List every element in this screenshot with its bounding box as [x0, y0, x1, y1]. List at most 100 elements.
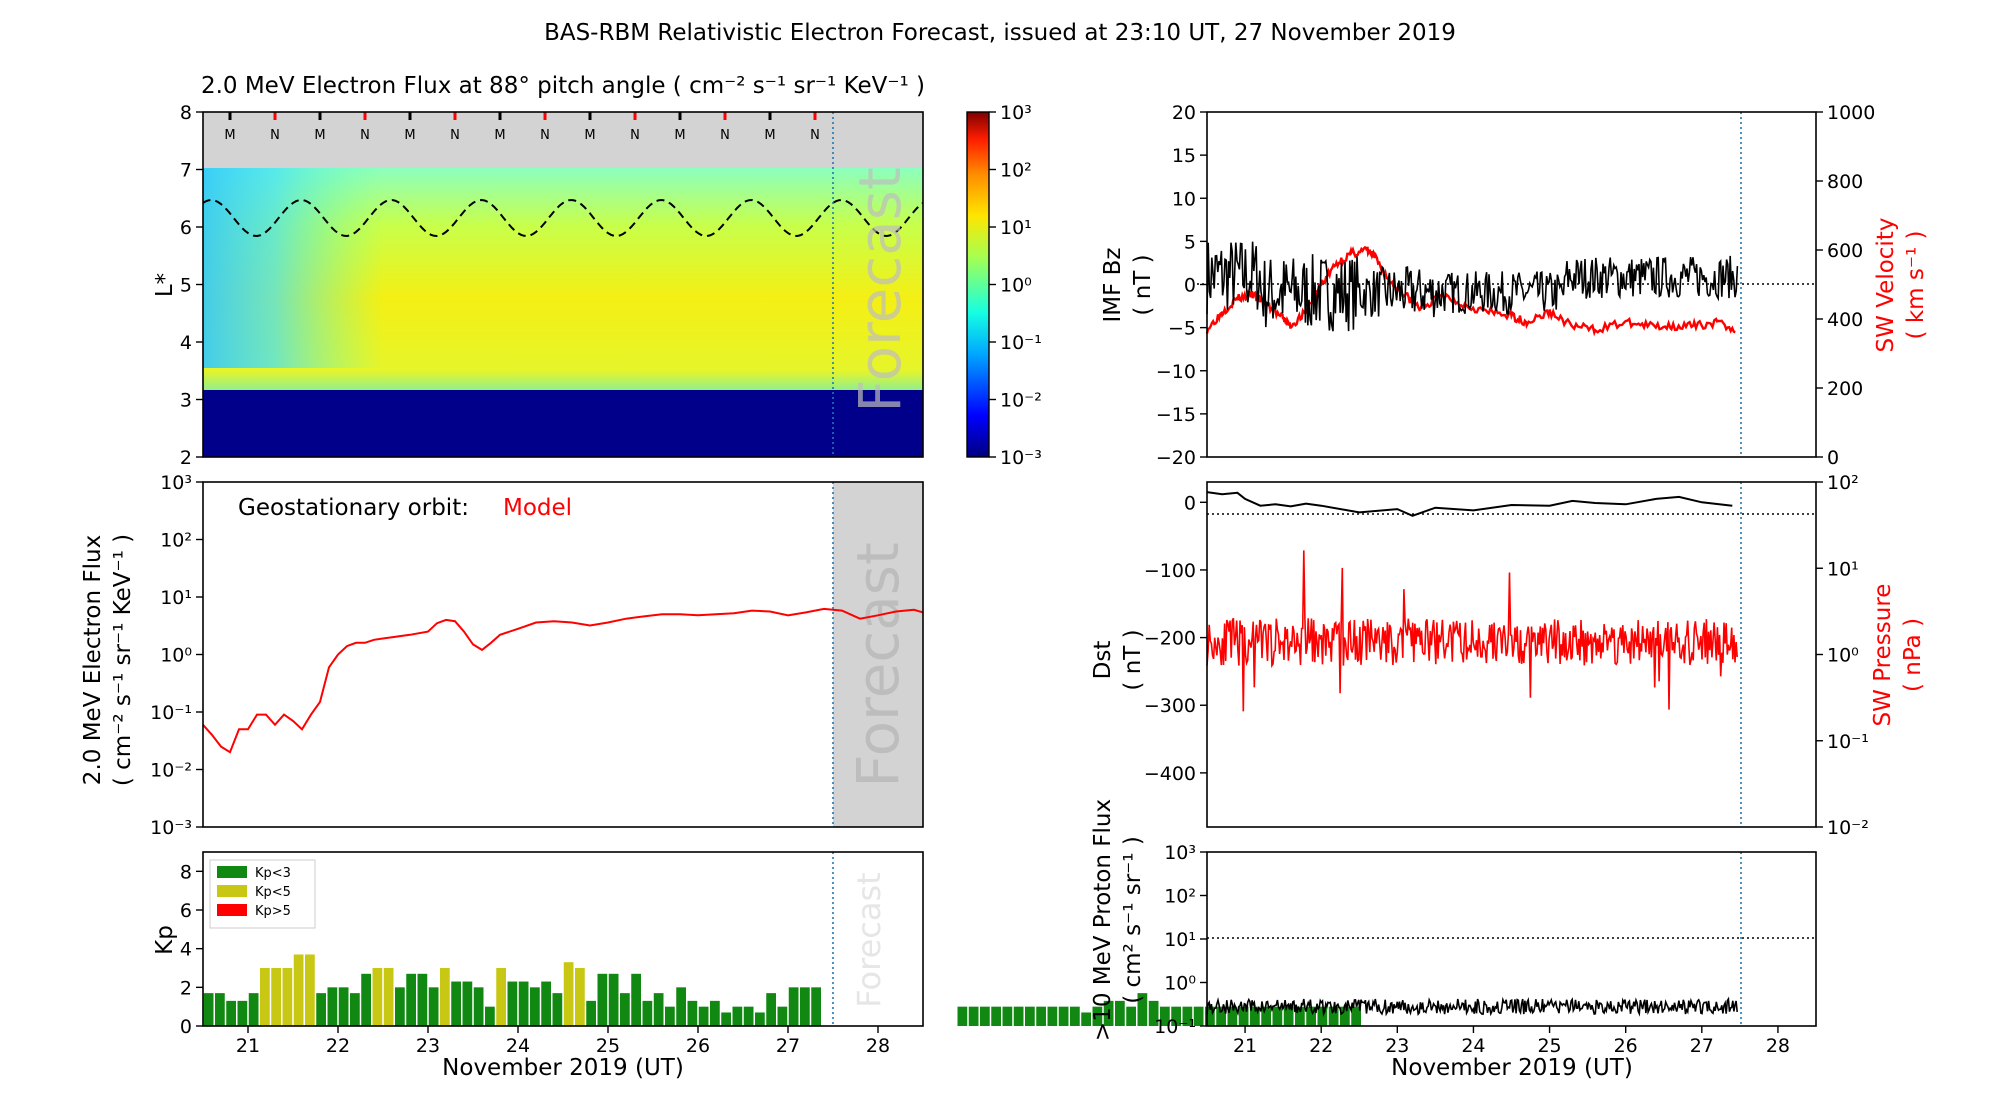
colorbar-tick-label: 10⁰: [1000, 275, 1032, 297]
kp-x-tick-label: 21: [236, 1035, 260, 1057]
kp-bar: [215, 993, 225, 1026]
kp-bar: [597, 973, 608, 1026]
kp-bar: [1137, 993, 1148, 1026]
kp-bar: [1283, 1006, 1294, 1026]
mn-marker-label: M: [404, 128, 415, 143]
dst-right-y-tick-label: 10²: [1827, 472, 1859, 494]
dst-right-y-tick-label: 10¹: [1827, 558, 1859, 580]
proton-yaxis: 10³ 10² 10¹ 10⁰ 10⁻¹: [1154, 842, 1207, 1038]
kp-bar: [327, 987, 338, 1026]
kp-bar: [203, 993, 214, 1026]
colorbar-ticks: 10³ 10² 10¹ 10⁰ 10⁻¹ 10⁻² 10⁻³: [989, 102, 1042, 469]
kp-bar: [372, 968, 383, 1026]
mn-marker-label: M: [224, 128, 235, 143]
proton-flux-line: [1206, 996, 1738, 1018]
geo-model-flux-line: [202, 607, 924, 754]
kp-bar: [1070, 1006, 1080, 1026]
kp-bar: [1351, 1006, 1361, 1026]
imf-right-y-tick-label: 200: [1827, 378, 1863, 400]
kp-bar: [1092, 1006, 1103, 1026]
kp-bar: [586, 1000, 596, 1026]
kp-bar: [1103, 1000, 1114, 1026]
kp-bar: [305, 954, 315, 1026]
kp-bar: [777, 1006, 788, 1026]
dst-right-ylabel-line2: ( nPa ): [1900, 618, 1926, 692]
kp-bar: [462, 981, 473, 1026]
geo-y-tick-label: 10¹: [160, 587, 192, 609]
kp-bar: [676, 987, 686, 1026]
kp-bar: [1250, 1006, 1260, 1026]
kp-bar: [1295, 1006, 1305, 1026]
kp-bar: [1013, 1006, 1024, 1026]
kp-x-tick-label: 22: [326, 1035, 350, 1057]
kp-legend-low: Kp<3: [255, 866, 291, 881]
proton-x-tick-label: 26: [1614, 1035, 1638, 1057]
kp-yaxis: 8 6 4 2 0: [180, 861, 203, 1038]
imf-right-y-tick-label: 0: [1827, 447, 1839, 469]
kp-bar: [608, 973, 619, 1026]
kp-bar: [530, 987, 540, 1026]
mn-marker-label: N: [810, 128, 820, 143]
geo-y-tick-label: 10³: [160, 472, 192, 494]
lstar-y-tick-label: 2: [180, 447, 192, 469]
kp-y-tick-label: 4: [180, 939, 192, 961]
lstar-mn-strip: [203, 112, 923, 168]
kp-bar: [1227, 1006, 1238, 1026]
kp-bar: [687, 1000, 698, 1026]
geo-y-tick-label: 10⁻²: [150, 760, 192, 782]
imf-ylabel-line2: ( nT ): [1130, 254, 1156, 315]
colorbar-tick-label: 10⁻³: [1000, 447, 1042, 469]
colorbar-tick-label: 10¹: [1000, 217, 1032, 239]
kp-bar: [350, 993, 360, 1026]
colorbar-tick-label: 10⁻¹: [1000, 332, 1042, 354]
kp-ylabel: Kp: [152, 925, 178, 955]
imf-right-yaxis: 1000 800 600 400 200 0: [1816, 102, 1875, 469]
geo-y-tick-label: 10²: [160, 530, 192, 552]
geo-yaxis: 10³ 10² 10¹ 10⁰ 10⁻¹ 10⁻² 10⁻³: [150, 472, 203, 839]
imf-y-tick-label: 0: [1184, 275, 1196, 297]
kp-axes: [202, 851, 924, 1027]
imf-y-tick-label: 15: [1172, 145, 1196, 167]
kp-bar: [710, 1000, 720, 1026]
kp-bar: [1081, 1012, 1091, 1026]
kp-legend-mid: Kp<5: [255, 885, 291, 900]
kp-bar: [575, 968, 585, 1026]
kp-bar: [1340, 1006, 1350, 1026]
imf-right-y-tick-label: 400: [1827, 309, 1863, 331]
kp-x-tick-label: 24: [506, 1035, 530, 1057]
kp-xaxis: 21 22 23 24 25 26 27 28: [236, 1026, 890, 1057]
dst-y-tick-label: 0: [1184, 492, 1196, 514]
mn-marker-label: M: [674, 128, 685, 143]
proton-ylabel-line2: ( cm² s⁻¹ sr⁻¹ ): [1120, 836, 1146, 1004]
dst-axes: [1206, 481, 1817, 828]
dst-right-ylabel-line1: SW Pressure: [1870, 584, 1896, 727]
imf-right-y-tick-label: 600: [1827, 240, 1863, 262]
kp-bar: [293, 954, 304, 1026]
kp-bar: [766, 993, 776, 1026]
lstar-y-tick-label: 4: [180, 332, 192, 354]
kp-x-tick-label: 28: [866, 1035, 890, 1057]
imf-y-tick-label: −20: [1156, 447, 1196, 469]
proton-x-tick-label: 23: [1385, 1035, 1409, 1057]
kp-bars: [203, 954, 1361, 1026]
kp-bar: [732, 1006, 743, 1026]
kp-bar: [698, 1006, 709, 1026]
geo-ylabel-line2: ( cm⁻² s⁻¹ sr⁻¹ KeV⁻¹ ): [110, 534, 136, 786]
imf-y-tick-label: −10: [1156, 361, 1196, 383]
proton-y-tick-label: 10⁻¹: [1154, 1016, 1196, 1038]
kp-bar: [1317, 1006, 1328, 1026]
proton-y-tick-label: 10³: [1164, 842, 1196, 864]
dst-y-tick-label: −400: [1144, 763, 1196, 785]
kp-bar: [1306, 1006, 1316, 1026]
kp-bar: [653, 993, 664, 1026]
geo-y-tick-label: 10⁻³: [150, 817, 192, 839]
imf-y-tick-label: −15: [1156, 404, 1196, 426]
lstar-y-tick-label: 3: [180, 390, 192, 412]
colorbar: [966, 111, 990, 458]
kp-y-tick-label: 6: [180, 900, 192, 922]
kp-bar: [338, 987, 349, 1026]
kp-bar: [383, 968, 394, 1026]
dst-ylabel-line2: ( nT ): [1120, 629, 1146, 690]
